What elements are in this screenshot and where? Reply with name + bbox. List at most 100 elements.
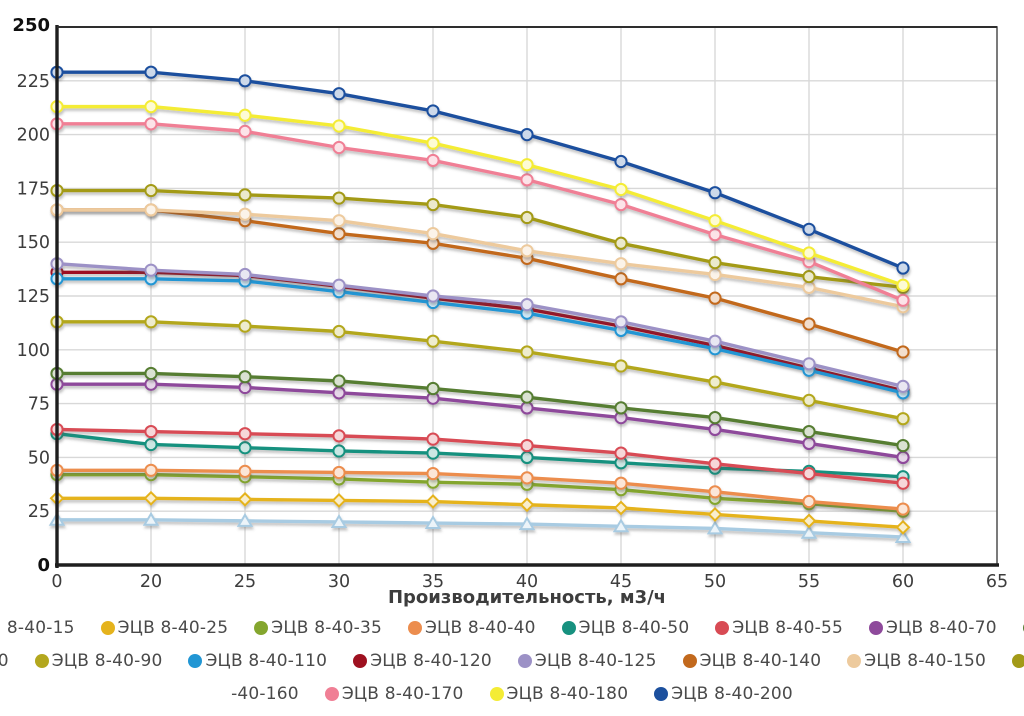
- data-point-marker: [896, 476, 910, 490]
- data-point-marker: [520, 471, 534, 485]
- x-tick-label: 50: [704, 572, 726, 592]
- data-point-marker: [895, 519, 911, 535]
- series-ЭЦВ 8-40-15: [48, 511, 912, 544]
- y-tick-label: 75: [28, 395, 50, 415]
- legend-label: ЭЦВ 8-40-70: [886, 618, 997, 638]
- legend-row: ЭЦВ 8-40-15 ЭЦВ 8-40-25 ЭЦВ 8-40-35 ЭЦВ 8-4…: [0, 612, 1024, 644]
- legend-item: ЭЦВ 8-40-15: [0, 618, 75, 638]
- legend-label: ЭЦВ 8-40-25: [117, 618, 229, 638]
- legend-item: ЭЦВ 8-40-40: [407, 618, 536, 638]
- data-point-marker: [238, 188, 252, 202]
- data-point-marker: [426, 104, 440, 118]
- data-point-marker: [238, 319, 252, 333]
- legend-swatch-icon: [869, 621, 884, 635]
- y-tick-label: 175: [17, 179, 50, 199]
- data-point-marker: [142, 511, 160, 526]
- series-line: [56, 262, 904, 389]
- x-tick-label: 30: [328, 572, 350, 592]
- data-point-marker: [614, 446, 628, 460]
- data-point-marker: [144, 377, 158, 391]
- data-point-marker: [802, 424, 816, 439]
- data-point-marker: [614, 272, 628, 286]
- data-point-marker: [426, 466, 440, 481]
- series-ЭЦВ 8-40-40: [50, 463, 910, 516]
- legend-label: ЭЦВ 8-40-200: [671, 684, 793, 704]
- data-point-marker: [614, 315, 628, 329]
- data-point-marker: [896, 261, 910, 275]
- data-point-marker: [332, 429, 346, 443]
- legend-item: ЭЦВ 8-40-120: [353, 651, 492, 671]
- x-tick-label: 65: [986, 572, 1008, 592]
- data-point-marker: [426, 226, 440, 241]
- data-point-marker: [896, 502, 910, 516]
- data-point-marker: [332, 465, 346, 480]
- legend-item: ЭЦВ 8-40-35: [254, 618, 382, 638]
- data-point-marker: [708, 228, 722, 242]
- y-tick-label: 150: [17, 233, 50, 253]
- data-point-marker: [614, 476, 628, 490]
- data-point-marker: [332, 226, 346, 241]
- data-point-marker: [520, 298, 534, 312]
- data-point-marker: [426, 136, 440, 150]
- data-point-marker: [238, 267, 252, 282]
- legend-swatch-icon: [100, 621, 115, 635]
- data-point-marker: [237, 491, 253, 507]
- data-point-marker: [426, 381, 440, 396]
- data-point-marker: [520, 345, 534, 359]
- data-point-marker: [520, 438, 534, 453]
- data-point-marker: [238, 441, 252, 455]
- x-tick-label: 45: [610, 572, 632, 592]
- data-point-marker: [426, 289, 440, 303]
- data-point-marker: [238, 108, 252, 122]
- series-ЭЦВ 8-40-90: [50, 315, 910, 426]
- data-point-marker: [894, 529, 912, 544]
- series-line: [57, 518, 904, 539]
- line-chart: 0 20 25 30 35 40 45 50 55 60 65 0 25 50 75 100 125 150 175…: [12, 15, 1008, 608]
- data-point-marker: [144, 203, 158, 217]
- legend-swatch-icon: [324, 687, 339, 701]
- series-ЭЦВ 8-40-55: [50, 422, 910, 490]
- data-point-marker: [708, 214, 722, 228]
- data-point-marker: [144, 315, 158, 329]
- legend-swatch-icon: [254, 621, 269, 635]
- legend-swatch-icon: [489, 687, 504, 701]
- data-point-marker: [332, 87, 346, 101]
- legend-item: -40-160: [231, 684, 299, 704]
- legend-label: 8-40-80: [0, 651, 9, 671]
- x-tick-label: 0: [51, 572, 62, 592]
- data-point-marker: [708, 186, 722, 200]
- y-tick-label: 125: [17, 287, 50, 307]
- data-point-marker: [426, 432, 440, 446]
- legend-swatch-icon: [188, 654, 203, 668]
- data-point-marker: [426, 153, 440, 168]
- data-point-marker: [614, 257, 628, 271]
- legend-swatch-icon: [517, 654, 532, 668]
- series-line: [57, 468, 904, 511]
- data-point-marker: [520, 244, 534, 258]
- legend-label: -40-160: [231, 684, 299, 704]
- series-line: [57, 70, 904, 270]
- series-ЭЦВ 8-40-110: [50, 272, 910, 400]
- data-point-marker: [144, 65, 158, 79]
- data-point-marker: [520, 210, 534, 225]
- data-point-marker: [708, 256, 722, 270]
- data-point-marker: [332, 386, 346, 400]
- legend-row: -40-160 ЭЦВ 8-40-170 ЭЦВ 8-40-180 ЭЦВ 8-40-…: [231, 678, 793, 710]
- data-point-marker: [426, 446, 440, 460]
- data-point-marker: [708, 422, 722, 437]
- series-line: [57, 188, 904, 290]
- data-point-marker: [144, 183, 158, 198]
- tick-labels: 0 20 25 30 35 40 45 50 55 60 65 0 25 50 75 100 125 150 175…: [12, 15, 1008, 592]
- series-ЭЦВ 8-40-80: [50, 366, 910, 453]
- data-point-marker: [238, 207, 252, 221]
- data-point-marker: [331, 493, 347, 508]
- x-tick-label: 55: [798, 572, 820, 592]
- x-tick-label: 25: [234, 572, 256, 592]
- x-tick-label: 35: [422, 572, 444, 592]
- data-point-marker: [518, 516, 536, 531]
- series-line: [57, 277, 904, 395]
- legend-item: ЭЦВ 8-40-200: [654, 684, 793, 704]
- legend-item: ЭЦВ 8: [1012, 651, 1024, 671]
- legend-swatch-icon: [353, 654, 368, 668]
- data-point-marker: [708, 267, 722, 282]
